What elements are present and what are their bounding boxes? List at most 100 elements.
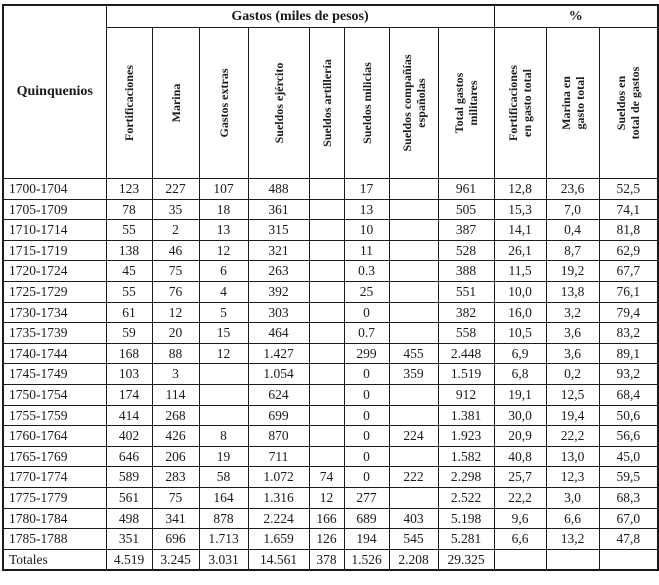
cell: 321	[247, 239, 310, 262]
cell: 6	[198, 260, 249, 282]
cell: 19,1	[493, 383, 547, 406]
cell: 528	[437, 239, 495, 262]
cell: 12	[151, 301, 200, 324]
row-label: 1735-1739	[2, 322, 107, 344]
row-label: 1740-1744	[2, 342, 107, 365]
cell: 40,8	[493, 445, 547, 468]
cell: 12	[198, 239, 249, 262]
cell: 13,0	[545, 445, 600, 468]
row-label: 1710-1714	[2, 219, 107, 241]
cell: 93,2	[598, 363, 659, 385]
col-header-sueldos-artilleria: Sueldos artillería	[308, 27, 345, 179]
cell: 78	[105, 198, 153, 221]
cell: 561	[105, 486, 153, 509]
cell: 699	[247, 404, 310, 427]
cell: 174	[105, 383, 153, 406]
cell: 25	[343, 280, 390, 303]
cell: 12,8	[493, 178, 547, 200]
cell	[198, 383, 249, 406]
cell: 126	[308, 528, 345, 550]
cell: 1.072	[247, 466, 310, 488]
cell: 22,2	[493, 486, 547, 509]
cell: 45,0	[598, 445, 659, 468]
col-header-fortificaciones: Fortificaciones	[105, 27, 153, 179]
col-header-gastos-extras: Gastos extras	[198, 27, 249, 179]
row-label: 1760-1764	[2, 425, 107, 447]
cell: 227	[151, 178, 200, 200]
cell: 74	[308, 466, 345, 488]
cell: 222	[388, 466, 439, 488]
cell: 558	[437, 322, 495, 344]
cell	[545, 548, 600, 571]
col-header-marina: Marina	[151, 27, 200, 179]
cell: 912	[437, 383, 495, 406]
cell: 403	[388, 507, 439, 530]
cell: 341	[151, 507, 200, 530]
cell: 268	[151, 404, 200, 427]
table-row: 1730-1734 61 12 5 303 0 382 16,0 3,2 79,4	[2, 301, 659, 324]
cell: 1.381	[437, 404, 495, 427]
col-header-pct-marina: Marina en gasto total	[545, 27, 600, 179]
cell: 387	[437, 219, 495, 241]
cell: 114	[151, 383, 200, 406]
cell: 30,0	[493, 404, 547, 427]
row-label: 1780-1784	[2, 507, 107, 530]
cell: 67,7	[598, 260, 659, 282]
cell: 9,6	[493, 507, 547, 530]
cell: 551	[437, 280, 495, 303]
cell: 10	[343, 219, 390, 241]
group-header-row: Quinquenios Gastos (miles de pesos) %	[2, 4, 659, 179]
cell: 6,8	[493, 363, 547, 385]
cell: 12,5	[545, 383, 600, 406]
cell	[388, 239, 439, 262]
cell: 4	[198, 280, 249, 303]
col-header-label: Total gastos militares	[451, 72, 481, 134]
cell: 2.522	[437, 486, 495, 509]
cell: 88	[151, 342, 200, 365]
cell: 14.561	[247, 548, 310, 571]
cell: 426	[151, 425, 200, 447]
row-label: 1775-1779	[2, 486, 107, 509]
cell: 414	[105, 404, 153, 427]
table-body: 1700-1704 123 227 107 488 17 961 12,8 23,6 52,5 17…	[2, 178, 659, 571]
row-label: 1750-1754	[2, 383, 107, 406]
cell	[308, 445, 345, 468]
col-header-total-gastos-militares: Total gastos militares	[437, 27, 495, 179]
cell: 12,3	[545, 466, 600, 488]
cell	[308, 178, 345, 200]
col-header-pct-fortificaciones: Fortificaciones en gasto total	[493, 27, 547, 179]
cell: 166	[308, 507, 345, 530]
table-row: 1755-1759 414 268 699 0 1.381 30,0 19,4 50,6	[2, 404, 659, 427]
cell: 0	[343, 425, 390, 447]
cell: 55	[105, 280, 153, 303]
table-row: Totales 4.519 3.245 3.031 14.561 378 1.526 2.20…	[2, 548, 659, 571]
cell	[388, 445, 439, 468]
cell	[308, 260, 345, 282]
cell: 75	[151, 486, 200, 509]
cell: 689	[343, 507, 390, 530]
cell: 20	[151, 322, 200, 344]
cell: 19	[198, 445, 249, 468]
cell: 0.3	[343, 260, 390, 282]
cell: 13,8	[545, 280, 600, 303]
row-label: 1715-1719	[2, 239, 107, 262]
cell: 359	[388, 363, 439, 385]
cell: 194	[343, 528, 390, 550]
cell: 62,9	[598, 239, 659, 262]
cell: 0	[343, 445, 390, 468]
cell	[388, 198, 439, 221]
corner-header-quinquenios: Quinquenios	[2, 4, 107, 179]
cell: 19,2	[545, 260, 600, 282]
cell	[388, 178, 439, 200]
cell: 5.281	[437, 528, 495, 550]
cell	[308, 198, 345, 221]
cell: 59,5	[598, 466, 659, 488]
table-row: 1705-1709 78 35 18 361 13 505 15,3 7,0 74,1	[2, 198, 659, 221]
cell: 68,3	[598, 486, 659, 509]
table-row: 1725-1729 55 76 4 392 25 551 10,0 13,8 76,1	[2, 280, 659, 303]
col-header-sueldos-companias: Sueldos compañías españolas	[388, 27, 439, 179]
col-header-label: Sueldos milicias	[359, 62, 374, 144]
col-header-label: Fortificaciones en gasto total	[505, 65, 535, 141]
cell	[388, 383, 439, 406]
cell: 1.316	[247, 486, 310, 509]
